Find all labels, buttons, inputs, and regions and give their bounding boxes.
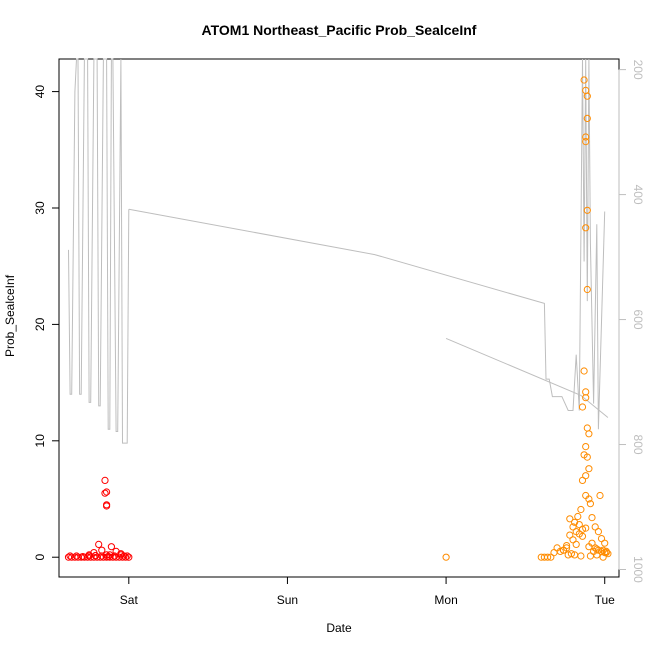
data-point <box>583 206 591 214</box>
data-point <box>106 551 114 559</box>
depth-line-segment-0 <box>68 58 130 444</box>
x-tick-label: Sat <box>120 593 139 607</box>
data-point <box>101 476 109 484</box>
data-point <box>596 491 604 500</box>
depth-line-layer <box>68 58 609 444</box>
data-point <box>559 546 568 554</box>
data-point <box>577 505 585 514</box>
y2-tick-label: 1000 <box>631 556 645 583</box>
data-point <box>582 443 590 451</box>
y-axis: 0 10 20 30 40 <box>33 85 60 561</box>
data-point <box>107 543 116 551</box>
y-tick-label: 30 <box>33 201 47 215</box>
data-point <box>594 546 603 554</box>
data-point <box>101 489 109 497</box>
data-point <box>103 551 111 559</box>
data-point <box>98 546 106 554</box>
y-tick-label: 20 <box>33 317 47 331</box>
data-point <box>582 133 590 141</box>
data-point <box>580 76 588 84</box>
data-point <box>599 553 607 561</box>
x-axis-label: Date <box>326 621 352 635</box>
data-point <box>564 551 572 559</box>
data-point <box>578 525 587 533</box>
data-point <box>583 114 591 123</box>
data-point <box>586 500 595 508</box>
chart-title: ATOM1 Northeast_Pacific Prob_SealceInf <box>202 22 477 38</box>
data-point <box>582 224 590 232</box>
data-point <box>578 403 587 411</box>
x-axis: Sat Sun Mon Tue <box>120 576 616 607</box>
secondary-y-axis: 200 400 600 800 1000 <box>618 60 645 583</box>
x-tick-label: Sun <box>277 593 298 607</box>
data-point <box>604 550 612 558</box>
data-point <box>123 552 131 560</box>
data-point <box>585 495 593 503</box>
data-point <box>583 453 591 461</box>
data-point <box>544 553 552 561</box>
data-point <box>582 394 590 402</box>
data-point <box>572 540 580 549</box>
data-point <box>567 550 576 558</box>
data-point <box>594 528 603 536</box>
data-point <box>593 551 601 559</box>
data-point <box>583 285 591 294</box>
data-point <box>125 553 133 561</box>
data-point <box>566 531 574 539</box>
data-point <box>585 430 593 438</box>
data-point <box>588 514 596 522</box>
data-point <box>103 488 111 496</box>
data-point <box>601 539 609 547</box>
data-point <box>95 540 103 549</box>
data-point <box>578 532 587 540</box>
data-point <box>85 551 93 559</box>
y2-tick-label: 800 <box>631 435 645 455</box>
data-point <box>566 515 574 523</box>
y-tick-label: 10 <box>33 434 47 448</box>
data-point <box>569 523 577 531</box>
data-point <box>574 512 582 521</box>
y2-tick-label: 600 <box>631 310 645 330</box>
y-tick-label: 0 <box>33 554 47 561</box>
y2-tick-label: 400 <box>631 185 645 205</box>
y-axis-label: Prob_SealceInf <box>3 274 17 357</box>
data-point <box>580 367 588 375</box>
depth-line-segment-1 <box>128 58 606 430</box>
x-tick-label: Tue <box>595 593 616 607</box>
data-point <box>120 552 128 560</box>
data-point <box>582 138 590 146</box>
data-point <box>103 502 111 510</box>
points-layer <box>64 76 612 561</box>
depth-line-segment-2 <box>445 337 609 418</box>
data-point <box>577 552 585 560</box>
data-point <box>556 547 564 556</box>
data-point <box>583 92 591 100</box>
y-tick-label: 40 <box>33 85 47 99</box>
y2-tick-label: 200 <box>631 60 645 80</box>
data-point <box>442 553 450 561</box>
data-point <box>578 476 587 484</box>
x-tick-label: Mon <box>434 593 457 607</box>
data-point <box>582 524 590 532</box>
data-point <box>585 465 593 473</box>
